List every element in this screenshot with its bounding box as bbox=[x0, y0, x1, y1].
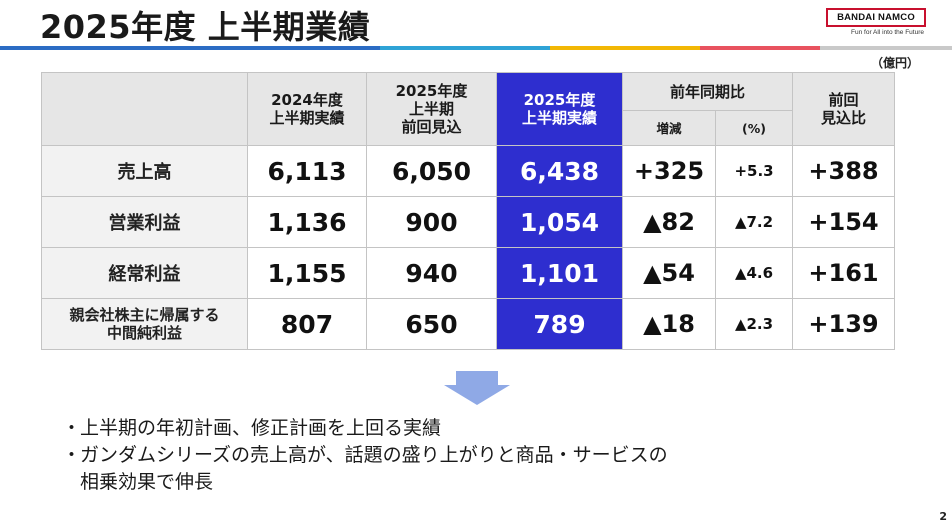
cell-fy2024: 1,136 bbox=[247, 196, 367, 248]
cell-vs-forecast: +388 bbox=[792, 145, 896, 197]
stripe-segment-gray bbox=[820, 46, 952, 50]
page-title: 2025年度 上半期業績 bbox=[40, 8, 371, 46]
logo-tagline: Fun for All into the Future bbox=[851, 29, 924, 36]
row-label: 売上高 bbox=[41, 145, 248, 197]
cell-change: +325 bbox=[622, 145, 716, 197]
header-fy2025-h1-prev-forecast: 2025年度 上半期 前回見込 bbox=[366, 72, 497, 146]
row-label: 親会社株主に帰属する 中間純利益 bbox=[41, 298, 248, 350]
cell-change: ▲18 bbox=[622, 298, 716, 350]
page-number: 2 bbox=[939, 510, 947, 523]
cell-vs-forecast: +154 bbox=[792, 196, 896, 248]
row-label: 営業利益 bbox=[41, 196, 248, 248]
bullet-dot: ・ bbox=[62, 417, 82, 439]
cell-vs-forecast: +139 bbox=[792, 298, 896, 350]
cell-pct: ▲7.2 bbox=[714, 196, 794, 248]
cell-forecast: 6,050 bbox=[366, 145, 497, 197]
summary-bullet: ・ 上半期の年初計画、修正計画を上回る実績 bbox=[62, 415, 922, 442]
cell-fy2025: 6,438 bbox=[496, 145, 623, 197]
row-label: 経常利益 bbox=[41, 247, 248, 299]
stripe-segment-yellow bbox=[550, 46, 700, 50]
table-row: 経常利益 1,155 940 1,101 ▲54 ▲4.6 +161 bbox=[41, 247, 896, 299]
unit-label: （億円） bbox=[870, 56, 919, 70]
header-vs-forecast: 前回 見込比 bbox=[792, 72, 896, 146]
table-row: 営業利益 1,136 900 1,054 ▲82 ▲7.2 +154 bbox=[41, 196, 896, 248]
results-table: 2024年度 上半期実績 2025年度 上半期 前回見込 2025年度 上半期実… bbox=[41, 72, 896, 350]
header-fy2025-h1-actual: 2025年度 上半期実績 bbox=[496, 72, 623, 146]
cell-fy2024: 807 bbox=[247, 298, 367, 350]
cell-vs-forecast: +161 bbox=[792, 247, 896, 299]
cell-fy2024: 1,155 bbox=[247, 247, 367, 299]
stripe-segment-blue bbox=[0, 46, 380, 50]
cell-fy2025: 789 bbox=[496, 298, 623, 350]
header-yoy-change: 増減 bbox=[622, 110, 716, 146]
summary-bullets: ・ 上半期の年初計画、修正計画を上回る実績 ・ ガンダムシリーズの売上高が、話題… bbox=[62, 415, 922, 496]
table-row: 親会社株主に帰属する 中間純利益 807 650 789 ▲18 ▲2.3 +1… bbox=[41, 298, 896, 350]
cell-change: ▲54 bbox=[622, 247, 716, 299]
logo-wordmark: BANDAI NAMCO bbox=[826, 8, 926, 27]
table-row: 売上高 6,113 6,050 6,438 +325 +5.3 +388 bbox=[41, 145, 896, 197]
header-blank-cell bbox=[41, 72, 248, 146]
header-yoy: 前年同期比 bbox=[621, 72, 794, 111]
cell-forecast: 650 bbox=[366, 298, 497, 350]
cell-pct: ▲4.6 bbox=[714, 247, 794, 299]
cell-fy2025: 1,101 bbox=[496, 247, 623, 299]
cell-forecast: 900 bbox=[366, 196, 497, 248]
cell-forecast: 940 bbox=[366, 247, 497, 299]
cell-pct: +5.3 bbox=[714, 145, 794, 197]
header-stripe bbox=[0, 46, 952, 50]
header-fy2024-h1-actual: 2024年度 上半期実績 bbox=[247, 72, 367, 146]
header-yoy-pct: (%) bbox=[714, 110, 794, 146]
stripe-segment-red bbox=[700, 46, 820, 50]
bullet-dot: ・ bbox=[62, 444, 82, 466]
cell-fy2024: 6,113 bbox=[247, 145, 367, 197]
cell-pct: ▲2.3 bbox=[714, 298, 794, 350]
stripe-segment-cyan bbox=[380, 46, 550, 50]
bandai-namco-logo: BANDAI NAMCO Fun for All into the Future bbox=[826, 8, 926, 40]
cell-change: ▲82 bbox=[622, 196, 716, 248]
down-arrow-icon bbox=[444, 371, 510, 405]
summary-bullet: ・ ガンダムシリーズの売上高が、話題の盛り上がりと商品・サービスの 相乗効果で伸… bbox=[62, 442, 922, 496]
cell-fy2025: 1,054 bbox=[496, 196, 623, 248]
